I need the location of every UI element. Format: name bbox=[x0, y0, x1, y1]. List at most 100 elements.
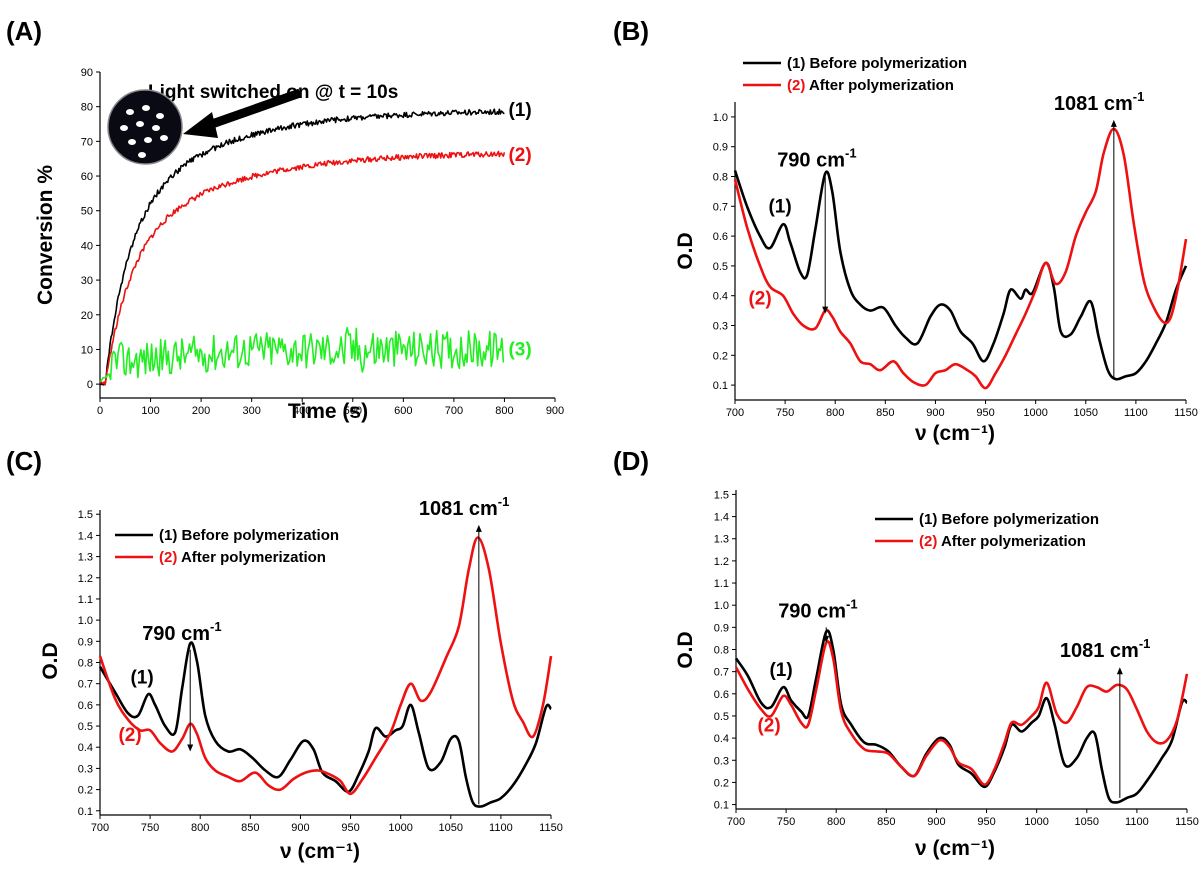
y-tick-label: 1.1 bbox=[714, 578, 729, 590]
y-tick-label: 0.8 bbox=[78, 658, 93, 670]
series-line-2 bbox=[734, 640, 1189, 786]
y-tick-label: 0.7 bbox=[714, 667, 729, 679]
y-tick-label: 1.2 bbox=[78, 573, 93, 585]
disc-spot bbox=[120, 125, 128, 131]
disc-body bbox=[107, 89, 183, 165]
y-tick-label: 1.4 bbox=[78, 530, 93, 542]
arrow-head bbox=[183, 112, 218, 138]
legend-entry-text: After polymerization bbox=[805, 77, 954, 94]
series-line-3 bbox=[99, 326, 505, 383]
x-tick-label: 1050 bbox=[439, 822, 463, 834]
x-tick-label: 1000 bbox=[388, 822, 412, 834]
y-tick-label: 1.5 bbox=[78, 509, 93, 521]
y-tick-label: 50 bbox=[81, 206, 93, 218]
legend-entry-number: (2) bbox=[919, 533, 937, 550]
legend-entry-number: (2) bbox=[787, 77, 805, 94]
y-tick-label: 0.1 bbox=[714, 800, 729, 812]
legend-entry: (2) After polymerization bbox=[919, 533, 1086, 550]
legend-entry-text: After polymerization bbox=[937, 533, 1086, 550]
x-axis-title: ν (cm⁻¹) bbox=[915, 422, 995, 445]
annotation-arrow-head bbox=[823, 635, 830, 643]
y-tick-label: 1.1 bbox=[78, 594, 93, 606]
legend-entry-text: Before polymerization bbox=[937, 511, 1099, 528]
y-axis-title: O.D bbox=[39, 642, 62, 679]
y-tick-label: 40 bbox=[81, 240, 93, 252]
series-line-2 bbox=[99, 150, 506, 386]
legend-entry-text: Before polymerization bbox=[177, 527, 339, 544]
series-label: (2) bbox=[508, 145, 531, 166]
y-tick-label: 1.0 bbox=[713, 112, 728, 124]
x-tick-label: 750 bbox=[776, 407, 794, 419]
legend-entry-number: (1) bbox=[159, 527, 177, 544]
x-tick-label: 1150 bbox=[539, 822, 563, 834]
annotation-arrow-head bbox=[1116, 667, 1123, 675]
x-tick-label: 800 bbox=[827, 816, 845, 828]
y-tick-label: 1.3 bbox=[714, 534, 729, 546]
x-tick-label: 950 bbox=[341, 822, 359, 834]
annotation-arrow-head bbox=[187, 744, 194, 752]
x-tick-label: 700 bbox=[445, 405, 463, 417]
x-tick-label: 750 bbox=[141, 822, 159, 834]
panel-label: (C) bbox=[6, 446, 42, 476]
disc-spot bbox=[128, 139, 136, 145]
y-tick-label: 0.6 bbox=[78, 700, 93, 712]
x-tick-label: 850 bbox=[876, 407, 894, 419]
curve-label: (2) bbox=[757, 715, 780, 736]
y-tick-label: 0.4 bbox=[713, 291, 728, 303]
y-tick-label: 1.4 bbox=[714, 512, 729, 524]
x-tick-label: 750 bbox=[777, 816, 795, 828]
sample-disc-icon bbox=[107, 89, 183, 165]
legend-entry: (2) After polymerization bbox=[159, 549, 326, 566]
series-label: (3) bbox=[508, 339, 531, 360]
y-tick-label: 70 bbox=[81, 136, 93, 148]
disc-spot bbox=[144, 137, 152, 143]
x-axis-title: ν (cm⁻¹) bbox=[915, 837, 995, 860]
y-tick-label: 0.2 bbox=[78, 785, 93, 797]
y-tick-label: 0.8 bbox=[714, 645, 729, 657]
series-line-1 bbox=[100, 108, 505, 386]
y-tick-label: 0.7 bbox=[713, 201, 728, 213]
arrow-shaft bbox=[210, 88, 302, 129]
curve-label: (2) bbox=[748, 289, 771, 310]
y-tick-label: 0.3 bbox=[714, 755, 729, 767]
y-tick-label: 0.5 bbox=[714, 711, 729, 723]
peak-annotation: 790 cm-1 bbox=[778, 596, 857, 622]
y-tick-label: 1.3 bbox=[78, 552, 93, 564]
curve-label: (1) bbox=[769, 660, 792, 681]
legend-entry: (2) After polymerization bbox=[787, 77, 954, 94]
x-tick-label: 800 bbox=[826, 407, 844, 419]
y-tick-label: 0.5 bbox=[78, 721, 93, 733]
peak-annotation: 1081 cm-1 bbox=[1060, 636, 1151, 662]
y-tick-label: 0.1 bbox=[713, 380, 728, 392]
curve-label: (2) bbox=[118, 725, 141, 746]
annotation-arrow-head bbox=[475, 524, 482, 532]
y-tick-label: 0.6 bbox=[714, 689, 729, 701]
y-axis-title: O.D bbox=[674, 631, 697, 668]
peak-annotation: 1081 cm-1 bbox=[1054, 89, 1145, 115]
legend-entry-text: After polymerization bbox=[177, 549, 326, 566]
x-axis-title: Time (s) bbox=[288, 400, 368, 423]
y-tick-label: 20 bbox=[81, 310, 93, 322]
peak-annotation-superscript: -1 bbox=[1133, 89, 1145, 104]
x-tick-label: 300 bbox=[242, 405, 260, 417]
annotation-arrow-head bbox=[1110, 119, 1117, 127]
peak-annotation: 1081 cm-1 bbox=[419, 494, 510, 520]
disc-spot bbox=[152, 125, 160, 131]
y-tick-label: 0.5 bbox=[713, 261, 728, 273]
peak-annotation-superscript: -1 bbox=[846, 596, 858, 611]
x-tick-label: 1100 bbox=[1124, 407, 1148, 419]
x-tick-label: 900 bbox=[926, 407, 944, 419]
peak-annotation-superscript: -1 bbox=[845, 146, 857, 161]
curve-label: (1) bbox=[768, 196, 791, 217]
curve-label: (1) bbox=[130, 668, 153, 689]
disc-spot bbox=[142, 105, 150, 111]
disc-spot bbox=[156, 113, 164, 119]
peak-annotation-superscript: -1 bbox=[498, 494, 510, 509]
peak-annotation-text: 1081 cm bbox=[419, 498, 498, 520]
y-tick-label: 0.3 bbox=[713, 321, 728, 333]
y-tick-label: 0.8 bbox=[713, 172, 728, 184]
peak-annotation: 790 cm-1 bbox=[777, 146, 856, 172]
y-tick-label: 0.4 bbox=[714, 733, 729, 745]
y-tick-label: 1.0 bbox=[714, 600, 729, 612]
